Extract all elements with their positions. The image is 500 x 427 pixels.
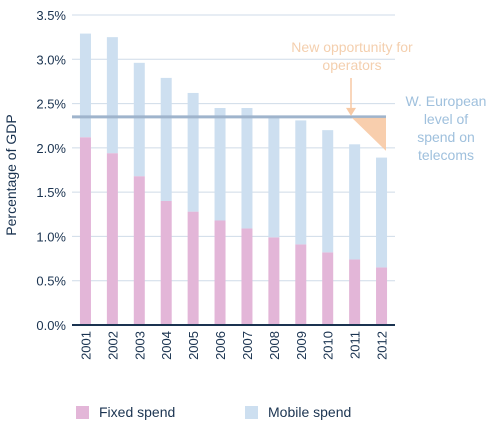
bar-fixed-2005 [187, 211, 199, 325]
bar-mobile-2005 [187, 92, 199, 212]
y-tick-labels: 0.0% 0.5% 1.0% 1.5% 2.0% 2.5% 3.0% 3.5% [36, 8, 66, 333]
reference-label-line: level of [424, 111, 468, 127]
bar-fixed-2009 [295, 244, 307, 325]
y-tick-label: 3.5% [36, 8, 66, 23]
bar-fixed-2002 [106, 153, 118, 325]
y-axis-label: Percentage of GDP [3, 114, 19, 235]
opportunity-label-line: New opportunity for [291, 39, 413, 55]
bar-fixed-2010 [322, 252, 334, 325]
y-tick-label: 2.0% [36, 141, 66, 156]
bar-fixed-2011 [349, 259, 361, 325]
bar-mobile-2012 [376, 157, 388, 268]
x-tick-label: 2009 [294, 331, 309, 360]
reference-label-line: spend on [417, 129, 475, 145]
legend-swatch-mobile [245, 405, 258, 419]
bars [79, 33, 388, 325]
bar-fixed-2003 [133, 176, 145, 325]
bar-mobile-2001 [79, 33, 91, 138]
opportunity-annotation [346, 78, 386, 151]
bar-mobile-2010 [322, 130, 334, 253]
bar-mobile-2008 [268, 115, 280, 238]
legend-mobile: Mobile spend [245, 404, 351, 420]
y-tick-label: 0.0% [36, 318, 66, 333]
bar-mobile-2002 [106, 37, 118, 154]
y-tick-label: 0.5% [36, 274, 66, 289]
x-tick-label: 2007 [240, 331, 255, 360]
bar-mobile-2009 [295, 120, 307, 245]
y-tick-label: 3.0% [36, 52, 66, 67]
bar-mobile-2003 [133, 62, 145, 177]
bar-fixed-2001 [79, 137, 91, 325]
bar-mobile-2004 [160, 77, 172, 201]
x-tick-label: 2006 [213, 331, 228, 360]
x-tick-label: 2003 [132, 331, 147, 360]
x-tick-label: 2010 [321, 331, 336, 360]
reference-label-line: W. European [406, 93, 487, 109]
reference-label-line: telecoms [418, 147, 474, 163]
legend-fixed: Fixed spend [76, 404, 175, 420]
bar-mobile-2007 [241, 108, 253, 229]
y-tick-label: 1.0% [36, 229, 66, 244]
bar-fixed-2006 [214, 220, 226, 325]
bar-mobile-2011 [349, 144, 361, 260]
x-tick-label: 2011 [348, 331, 363, 359]
x-tick-label: 2012 [375, 331, 390, 360]
legend-label-fixed: Fixed spend [99, 404, 176, 420]
bar-fixed-2008 [268, 237, 280, 325]
gridlines [72, 14, 395, 282]
opportunity-arrow-head [346, 107, 356, 116]
x-tick-labels: 2001 2002 2003 2004 2005 2006 2007 2008 2009 2010… [78, 331, 389, 360]
x-tick-label: 2004 [159, 331, 174, 360]
bar-fixed-2007 [241, 228, 253, 325]
x-tick-label: 2008 [267, 331, 282, 360]
legend-swatch-fixed [76, 405, 89, 419]
x-tick-label: 2002 [105, 331, 120, 360]
bar-fixed-2012 [376, 267, 388, 325]
y-tick-label: 1.5% [36, 185, 66, 200]
annotation-labels: New opportunity for operators W. European l… [291, 39, 486, 163]
y-tick-label: 2.5% [36, 97, 66, 112]
opportunity-wedge [352, 117, 386, 151]
bar-mobile-2006 [214, 108, 226, 221]
opportunity-label-line: operators [322, 57, 381, 73]
bar-fixed-2004 [160, 201, 172, 325]
legend-label-mobile: Mobile spend [268, 404, 352, 420]
x-tick-label: 2005 [186, 331, 201, 360]
x-tick-label: 2001 [78, 331, 93, 360]
